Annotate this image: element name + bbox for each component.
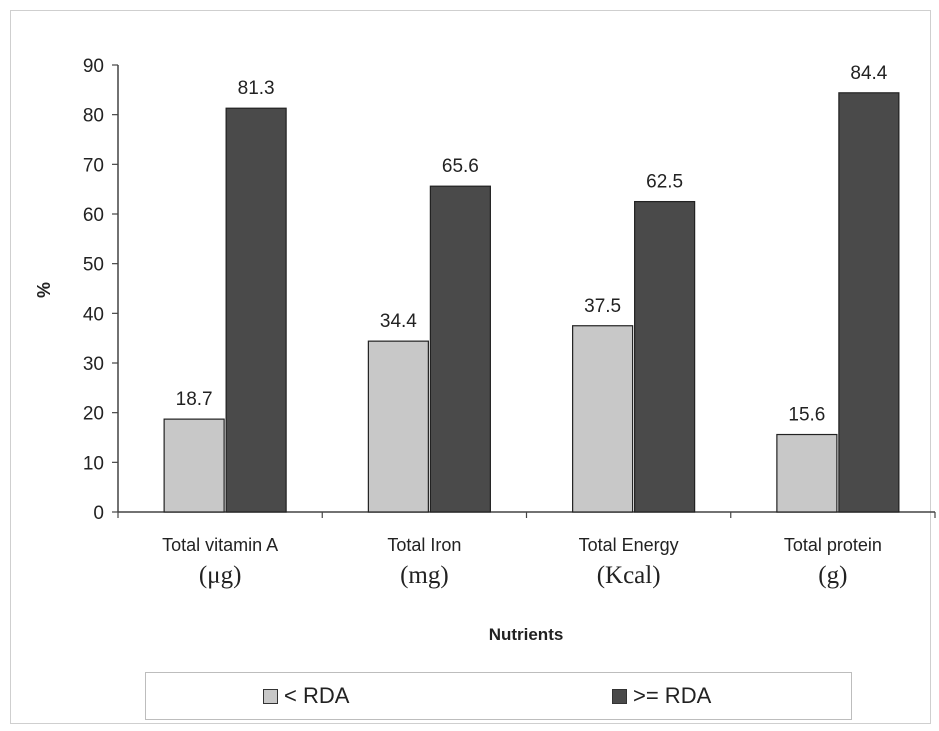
y-tick-label: 70 xyxy=(83,155,104,176)
y-tick-label: 20 xyxy=(83,404,104,425)
legend-item-below-rda: < RDA xyxy=(263,683,349,709)
y-tick-label: 0 xyxy=(93,503,104,524)
data-label: 81.3 xyxy=(238,78,275,99)
y-tick-label: 10 xyxy=(83,453,104,474)
legend-swatch-at-or-above-rda xyxy=(612,688,627,704)
y-tick-label: 90 xyxy=(83,56,104,77)
y-tick-label: 80 xyxy=(83,106,104,127)
x-axis-title: Nutrients xyxy=(489,625,564,644)
x-tick-label: Total vitamin A xyxy=(162,535,278,555)
bar-at-or-above-rda xyxy=(634,200,696,513)
bar-below-rda xyxy=(163,418,225,513)
x-tick-label: Total protein xyxy=(784,535,882,555)
x-tick-label-unit: (μg) xyxy=(199,562,242,589)
y-tick-label: 40 xyxy=(83,304,104,325)
data-label: 18.7 xyxy=(176,389,213,410)
y-tick-label: 60 xyxy=(83,205,104,226)
x-tick-label-unit: (mg) xyxy=(400,562,449,589)
legend: < RDA >= RDA xyxy=(145,672,852,720)
x-tick-label: Total Energy xyxy=(579,535,679,555)
data-label: 62.5 xyxy=(646,172,683,193)
data-label: 84.4 xyxy=(850,63,887,84)
data-label: 37.5 xyxy=(584,296,621,317)
data-label: 65.6 xyxy=(442,156,479,177)
legend-label-at-or-above-rda: >= RDA xyxy=(633,683,712,708)
y-tick-label: 50 xyxy=(83,255,104,276)
data-label: 34.4 xyxy=(380,311,417,332)
bar-below-rda xyxy=(572,325,634,513)
bar-at-or-above-rda xyxy=(225,107,287,513)
x-tick-label-unit: (g) xyxy=(818,562,847,589)
legend-swatch-below-rda xyxy=(263,688,278,704)
bar-below-rda xyxy=(776,433,838,513)
x-tick-label-unit: (Kcal) xyxy=(597,562,661,589)
bar-below-rda xyxy=(367,340,429,513)
bar-at-or-above-rda xyxy=(429,185,491,513)
legend-item-at-or-above-rda: >= RDA xyxy=(612,683,711,709)
x-tick-label: Total Iron xyxy=(387,535,461,555)
y-axis-title: % xyxy=(34,282,54,298)
bar-at-or-above-rda xyxy=(838,92,900,513)
data-label: 15.6 xyxy=(788,405,825,426)
legend-label-below-rda: < RDA xyxy=(284,683,350,708)
y-tick-label: 30 xyxy=(83,354,104,375)
